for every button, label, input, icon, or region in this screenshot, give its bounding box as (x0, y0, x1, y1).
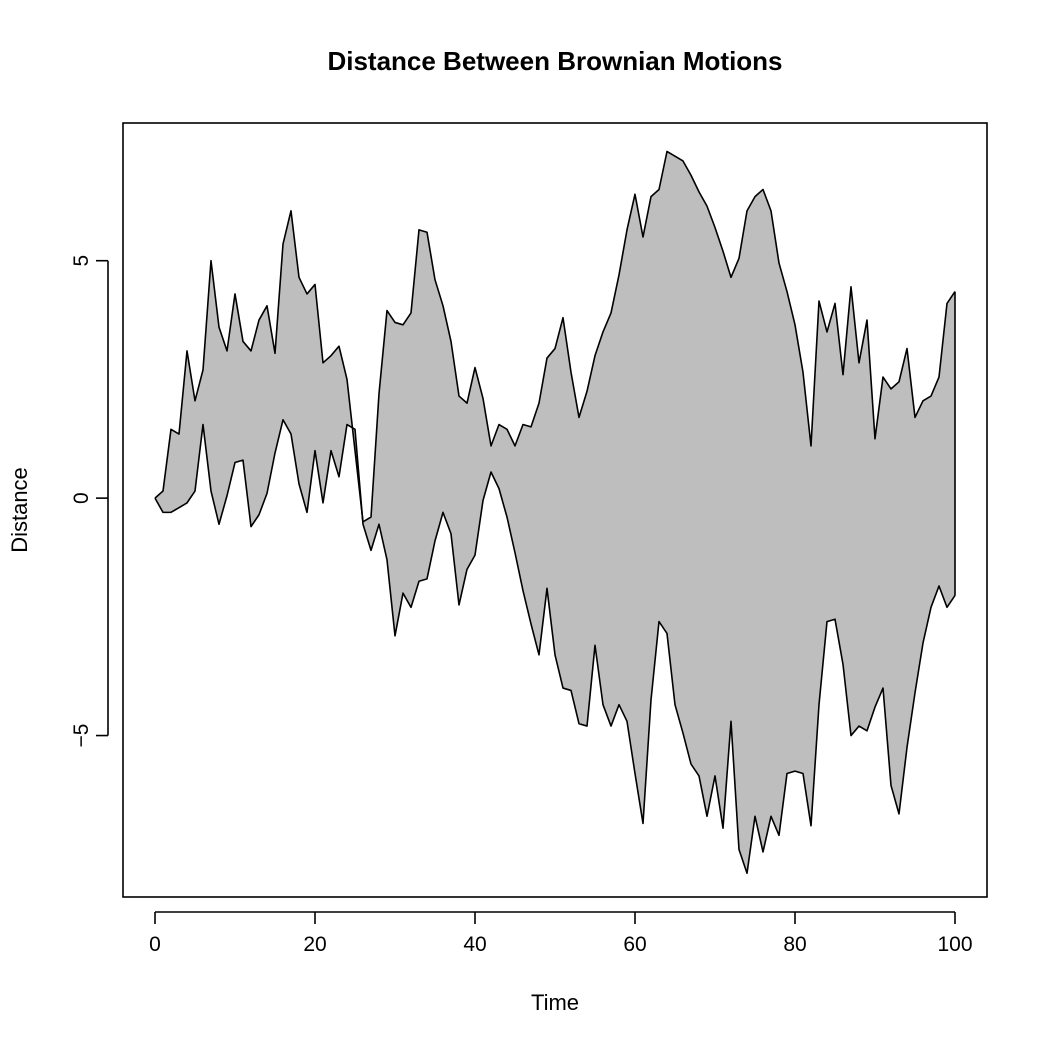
x-tick-label: 60 (623, 933, 646, 956)
x-tick-label: 80 (783, 933, 806, 956)
y-tick-label: 0 (70, 492, 93, 504)
distance-band-fill (155, 151, 955, 874)
plot-frame (122, 122, 988, 898)
lower-series-line (154, 418, 956, 875)
y-tick-label: 5 (70, 255, 93, 267)
chart-title: Distance Between Brownian Motions (327, 46, 782, 76)
x-tick-label: 20 (303, 933, 326, 956)
plot-area (154, 150, 956, 875)
y-axis-label: Distance (7, 467, 32, 553)
x-axis: 0 20 40 60 80 100 (149, 911, 973, 956)
x-tick-label: 40 (463, 933, 486, 956)
x-axis-label: Time (531, 990, 579, 1015)
x-tick-label: 0 (149, 933, 161, 956)
upper-series-line (154, 150, 956, 523)
y-tick-label: −5 (70, 724, 93, 748)
y-axis: −5 0 5 (70, 255, 109, 748)
x-tick-label: 100 (937, 933, 972, 956)
